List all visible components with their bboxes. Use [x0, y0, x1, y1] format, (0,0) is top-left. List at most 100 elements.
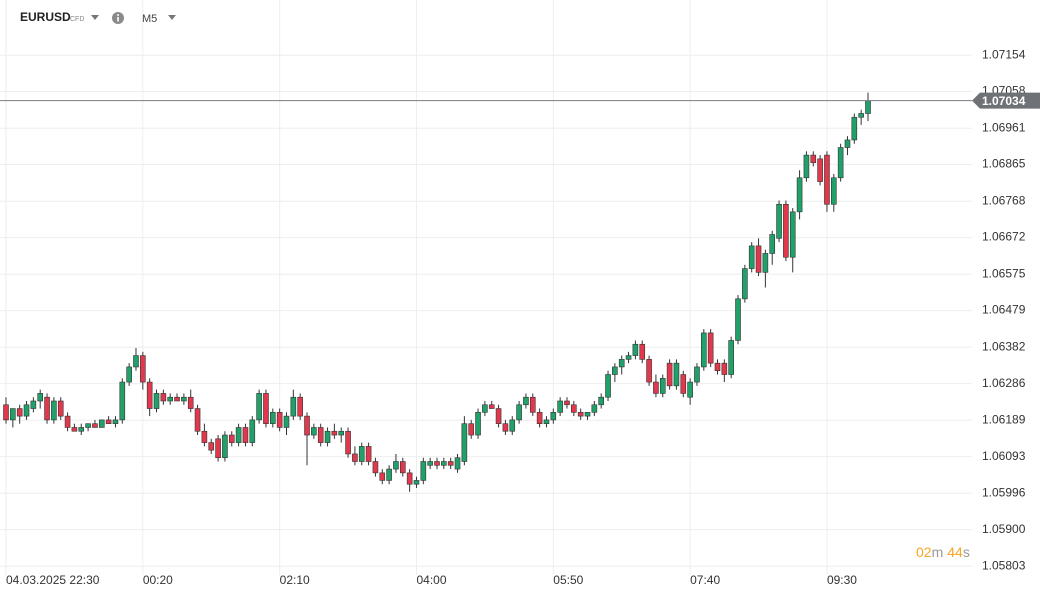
candle-body: [529, 396, 536, 413]
y-tick-label: 1.05996: [982, 485, 1026, 499]
countdown-seconds: 44: [947, 544, 963, 560]
candle-body: [550, 412, 557, 421]
info-icon-bar: [117, 17, 119, 22]
candle-body: [824, 154, 830, 205]
candle-body: [742, 268, 748, 300]
candle-body: [714, 362, 721, 372]
candle-body: [728, 340, 734, 375]
y-tick-label: 1.06189: [982, 412, 1026, 426]
candle-body: [468, 423, 475, 436]
candle-body: [30, 400, 37, 409]
y-tick-label: 1.06961: [982, 120, 1026, 134]
candle-body: [557, 400, 563, 413]
candle-body: [509, 419, 516, 432]
timeframe-dropdown[interactable]: [168, 15, 176, 20]
candle-body: [256, 393, 262, 421]
candle-body: [242, 427, 249, 443]
symbol[interactable]: EURUSD: [20, 10, 71, 24]
candle-body: [776, 203, 782, 239]
candle-body: [352, 453, 358, 462]
candle-body: [673, 362, 680, 387]
candle-body: [365, 446, 372, 462]
candle-body: [249, 419, 256, 443]
candle-body: [577, 412, 584, 417]
candle-body: [98, 419, 105, 428]
candle-body: [3, 404, 9, 421]
candle-body: [441, 461, 447, 466]
candle-body: [454, 457, 461, 470]
candle-body: [646, 359, 652, 383]
candle-body: [23, 404, 30, 417]
candle-body: [447, 461, 454, 466]
candle-body: [146, 381, 153, 409]
candle-body: [304, 415, 310, 436]
candle-body: [755, 245, 762, 273]
candle-body: [331, 430, 338, 436]
candle-body: [92, 423, 98, 428]
candle-body: [201, 430, 208, 443]
candle-body: [311, 427, 317, 436]
candle-body: [64, 415, 71, 428]
candle-body: [625, 355, 632, 360]
countdown-minutes: 02: [916, 544, 932, 560]
candle-body: [536, 412, 543, 424]
candle-body: [495, 408, 502, 424]
timeframe[interactable]: M5: [142, 13, 157, 25]
candle-body: [632, 343, 639, 356]
last-price-label: 1.07034: [982, 94, 1026, 108]
candle-body: [502, 423, 509, 432]
info-icon-dot: [117, 14, 119, 16]
candle-body: [372, 461, 379, 474]
candle-layer: [3, 92, 871, 492]
candle-body: [844, 139, 851, 148]
candle-body: [618, 359, 625, 368]
candle-body: [208, 442, 215, 451]
candle-body: [105, 419, 112, 424]
candle-body: [181, 396, 187, 402]
candle-body: [112, 419, 119, 424]
candle-body: [290, 396, 297, 417]
candle-body: [434, 461, 440, 466]
candle-body: [612, 366, 618, 375]
y-tick-label: 1.06768: [982, 193, 1026, 207]
candle-body: [270, 412, 276, 424]
candle-body: [810, 154, 817, 163]
candle-body: [591, 404, 598, 413]
candle-body: [174, 396, 180, 402]
candle-body: [666, 362, 673, 387]
candle-body: [659, 377, 666, 394]
candle-body: [215, 438, 221, 459]
candle-body: [851, 116, 858, 141]
y-tick-label: 1.06479: [982, 303, 1026, 317]
candle-body: [297, 396, 303, 417]
candle-body: [399, 461, 406, 474]
candle-body: [475, 412, 481, 436]
candle-body: [420, 461, 427, 481]
candle-body: [393, 461, 399, 470]
candle-body: [317, 427, 324, 443]
candle-body: [830, 177, 837, 205]
y-tick-label: 1.07154: [982, 47, 1026, 61]
candle-body: [523, 396, 529, 406]
candle-body: [735, 298, 741, 341]
candle-body: [276, 412, 283, 428]
candle-body: [413, 480, 420, 485]
symbol-dropdown[interactable]: [91, 15, 99, 20]
candle-body: [701, 332, 707, 368]
candle-body: [762, 253, 769, 273]
candle-body: [769, 234, 776, 254]
candle-body: [789, 211, 796, 258]
candle-body: [228, 434, 235, 443]
candle-body: [133, 355, 139, 368]
candle-body: [858, 113, 864, 118]
x-tick-label: 05:50: [553, 573, 583, 587]
candle-body: [379, 472, 386, 481]
countdown: 02m 44s: [916, 544, 970, 560]
candle-body: [406, 472, 413, 485]
candle-body: [85, 423, 91, 428]
y-tick-label: 1.05803: [982, 558, 1026, 572]
candle-body: [119, 381, 126, 421]
candle-body: [222, 434, 228, 459]
candle-body: [461, 423, 468, 462]
